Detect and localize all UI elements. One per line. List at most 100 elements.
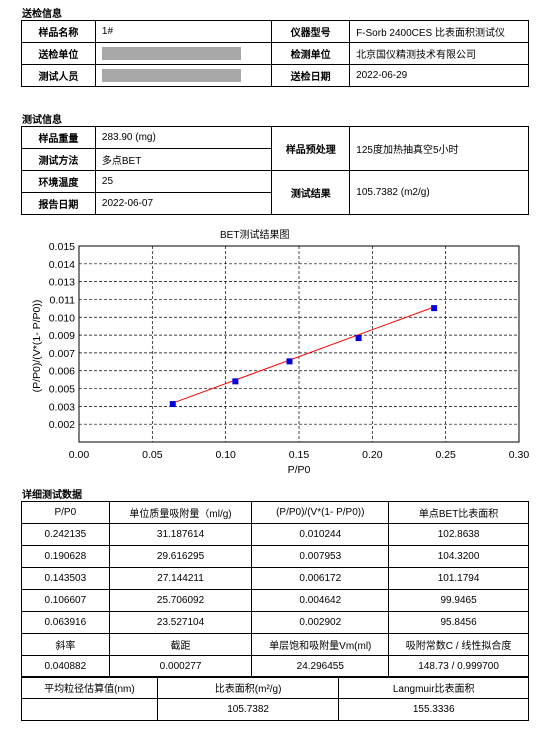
section-title-sample-info: 送检信息 bbox=[22, 9, 62, 20]
summary-header-cell: 比表面积(m²/g) bbox=[156, 676, 340, 699]
plot-frame bbox=[78, 245, 520, 443]
table-cell: 31.187614 bbox=[108, 523, 253, 546]
y-tick-label: 0.010 bbox=[49, 312, 75, 324]
table-row: 0.063916 23.527104 0.002902 95.8456 bbox=[21, 611, 529, 634]
summary-value-cell: 105.7382 bbox=[156, 698, 340, 721]
x-tick-label: 0.20 bbox=[362, 449, 383, 461]
section-title-test-info: 测试信息 bbox=[22, 115, 62, 126]
x-tick-label: 0.25 bbox=[435, 449, 456, 461]
table-cell: 104.3200 bbox=[388, 545, 529, 568]
table-cell: 0.006172 bbox=[251, 567, 390, 590]
x-axis-label: P/P0 bbox=[288, 464, 311, 476]
table-cell: 27.144211 bbox=[108, 567, 253, 590]
x-tick-label: 0.15 bbox=[289, 449, 310, 461]
fit-value-cell: 0.040882 bbox=[21, 655, 110, 678]
weight-label: 样品重量 bbox=[21, 126, 96, 149]
sender-unit-label: 送检单位 bbox=[21, 42, 96, 65]
table-cell: 29.616295 bbox=[108, 545, 253, 568]
bet-chart: 0.002 0.003 0.005 0.006 0.007 0.009 0.010 0.011… bbox=[31, 241, 530, 476]
detail-table: P/P0 单位质量吸附量（ml/g) (P/P0)/(V*(1- P/P0)) 单点B… bbox=[21, 501, 529, 678]
y-tick-label: 0.015 bbox=[49, 241, 75, 253]
table-cell: 0.063916 bbox=[21, 611, 110, 634]
redacted-block bbox=[101, 69, 242, 82]
fit-value-row: 0.040882 0.000277 24.296455 148.73 / 0.9997… bbox=[21, 655, 529, 678]
y-tick-label: 0.007 bbox=[49, 348, 75, 360]
table-cell: 0.007953 bbox=[251, 545, 390, 568]
instrument-label: 仪器型号 bbox=[271, 20, 351, 43]
table-row: 0.143503 27.144211 0.006172 101.1794 bbox=[21, 567, 529, 590]
pretreat-value: 125度加热抽真空5小时 bbox=[349, 126, 529, 171]
table-row: 0.106607 25.706092 0.004642 99.9465 bbox=[21, 589, 529, 612]
section-title-detail: 详细测试数据 bbox=[22, 490, 82, 501]
detail-header-cell: P/P0 bbox=[21, 501, 110, 524]
x-tick-label: 0.00 bbox=[69, 449, 90, 461]
table-cell: 23.527104 bbox=[108, 611, 253, 634]
table-cell: 101.1794 bbox=[388, 567, 529, 590]
table-cell: 0.242135 bbox=[21, 523, 110, 546]
instrument-value: F-Sorb 2400CES 比表面积测试仪 bbox=[349, 20, 529, 43]
y-tick-label: 0.014 bbox=[49, 259, 75, 271]
table-cell: 99.9465 bbox=[388, 589, 529, 612]
y-tick-label: 0.013 bbox=[49, 277, 75, 289]
data-point bbox=[355, 335, 362, 342]
x-tick-labels: 0.00 0.05 0.10 0.15 0.20 0.25 0.30 bbox=[69, 449, 530, 461]
chart-grid bbox=[79, 246, 519, 442]
summary-header-cell: 平均粒径估算值(nm) bbox=[21, 676, 158, 699]
data-point bbox=[286, 358, 293, 365]
fit-header-cell: 截距 bbox=[108, 633, 253, 656]
sample-name-label: 样品名称 bbox=[21, 20, 96, 43]
summary-header-cell: Langmuir比表面积 bbox=[338, 676, 529, 699]
table-cell: 0.143503 bbox=[21, 567, 110, 590]
y-tick-label: 0.009 bbox=[49, 330, 75, 342]
fit-value-cell: 24.296455 bbox=[251, 655, 390, 678]
report-date-value: 2022-06-07 bbox=[94, 192, 273, 215]
result-label: 测试结果 bbox=[271, 170, 351, 215]
y-tick-label: 0.003 bbox=[49, 401, 75, 413]
y-tick-labels: 0.002 0.003 0.005 0.006 0.007 0.009 0.010 0.011… bbox=[49, 241, 75, 431]
detail-header-cell: 单位质量吸附量（ml/g) bbox=[108, 501, 253, 524]
data-point bbox=[232, 378, 239, 385]
y-tick-label: 0.005 bbox=[49, 384, 75, 396]
test-unit-label: 检测单位 bbox=[271, 42, 351, 65]
sample-name-value: 1# bbox=[94, 20, 273, 43]
summary-value-cell bbox=[21, 698, 158, 721]
weight-value: 283.90 (mg) bbox=[94, 126, 273, 149]
test-unit-value: 北京国仪精测技术有限公司 bbox=[349, 42, 529, 65]
table-row: 0.190628 29.616295 0.007953 104.3200 bbox=[21, 545, 529, 568]
y-tick-label: 0.011 bbox=[50, 294, 76, 306]
table-cell: 0.004642 bbox=[251, 589, 390, 612]
env-temp-value: 25 bbox=[94, 170, 273, 193]
test-info-table: 样品重量 283.90 (mg) 样品预处理 125度加热抽真空5小时 测试方法… bbox=[21, 126, 529, 215]
table-cell: 0.190628 bbox=[21, 545, 110, 568]
sample-info-table: 样品名称 1# 仪器型号 F-Sorb 2400CES 比表面积测试仪 送检单位… bbox=[21, 20, 529, 87]
fit-header-cell: 斜率 bbox=[21, 633, 110, 656]
data-points bbox=[169, 305, 438, 408]
tester-label: 测试人员 bbox=[21, 64, 96, 87]
tester-value bbox=[94, 64, 273, 87]
method-label: 测试方法 bbox=[21, 148, 96, 171]
report-date-label: 报告日期 bbox=[21, 192, 96, 215]
detail-header-cell: 单点BET比表面积 bbox=[388, 501, 529, 524]
sender-unit-value bbox=[94, 42, 273, 65]
table-cell: 102.8638 bbox=[388, 523, 529, 546]
table-cell: 0.106607 bbox=[21, 589, 110, 612]
table-cell: 0.010244 bbox=[251, 523, 390, 546]
y-tick-label: 0.002 bbox=[49, 419, 75, 431]
summary-table: 平均粒径估算值(nm) 比表面积(m²/g) Langmuir比表面积 105.73… bbox=[21, 676, 529, 721]
summary-value-row: 105.7382 155.3336 bbox=[21, 698, 529, 721]
summary-value-cell: 155.3336 bbox=[338, 698, 529, 721]
redacted-block bbox=[101, 47, 242, 60]
detail-header-row: P/P0 单位质量吸附量（ml/g) (P/P0)/(V*(1- P/P0)) 单点B… bbox=[21, 501, 529, 524]
data-point bbox=[431, 305, 438, 312]
fit-line bbox=[172, 306, 435, 404]
fit-header-row: 斜率 截距 单层饱和吸附量Vm(ml) 吸附常数C / 线性拟合度 bbox=[21, 633, 529, 656]
chart-title: BET测试结果图 bbox=[220, 230, 290, 241]
fit-value-cell: 0.000277 bbox=[108, 655, 253, 678]
fit-header-cell: 单层饱和吸附量Vm(ml) bbox=[251, 633, 390, 656]
fit-value-cell: 148.73 / 0.999700 bbox=[388, 655, 529, 678]
table-cell: 25.706092 bbox=[108, 589, 253, 612]
table-row: 0.242135 31.187614 0.010244 102.8638 bbox=[21, 523, 529, 546]
table-cell: 0.002902 bbox=[251, 611, 390, 634]
x-tick-label: 0.30 bbox=[509, 449, 530, 461]
x-tick-label: 0.10 bbox=[215, 449, 236, 461]
